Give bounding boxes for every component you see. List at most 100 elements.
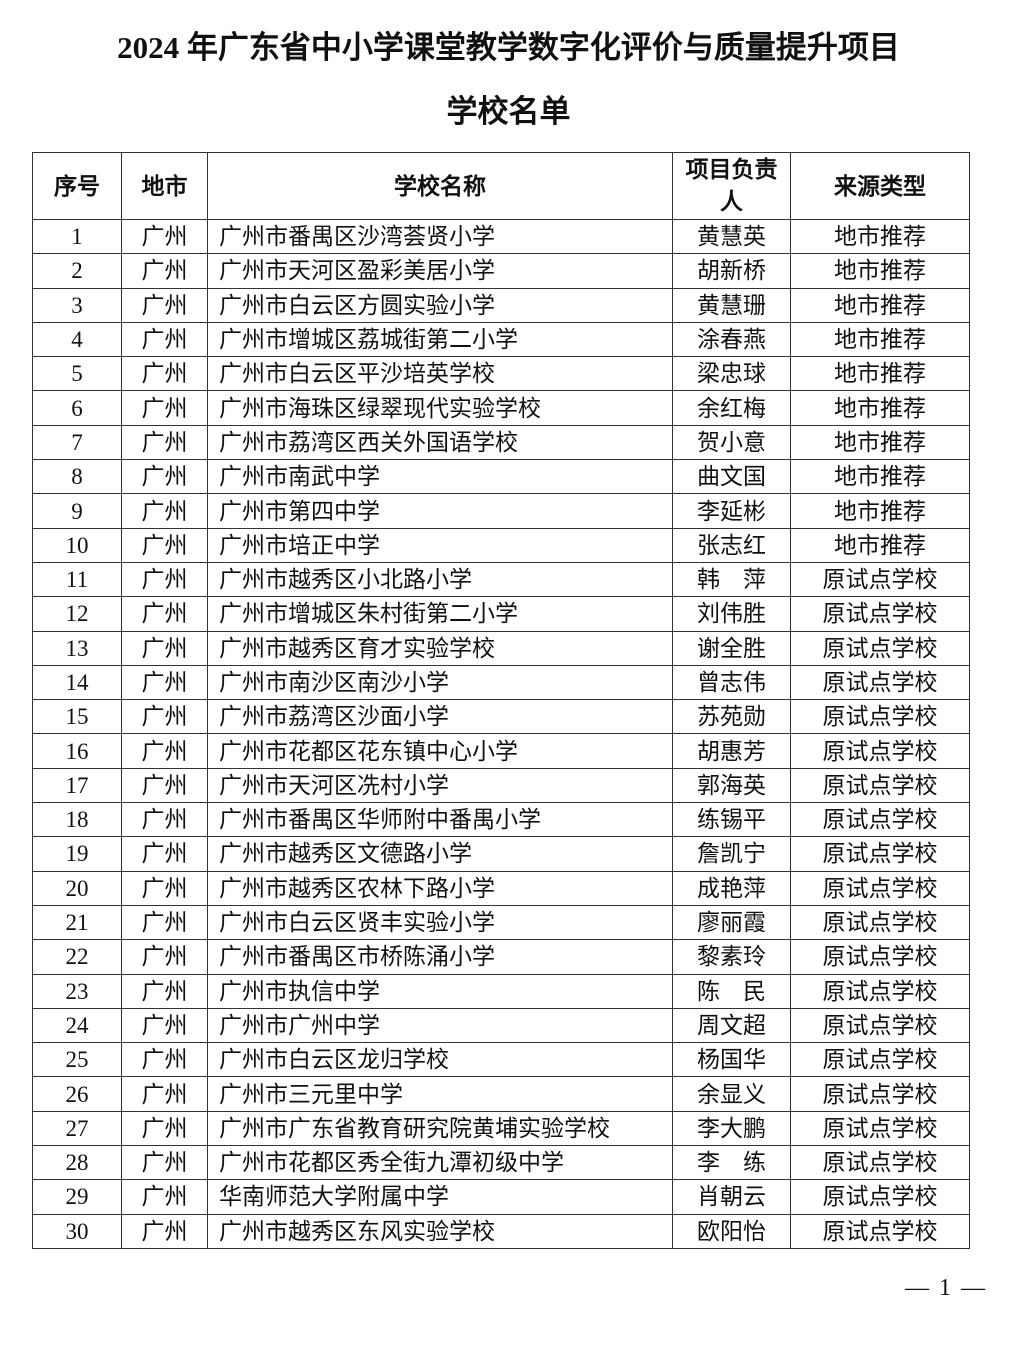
cell-source-type: 原试点学校 [790, 733, 970, 769]
header-index: 序号 [32, 152, 122, 220]
table-row: 9 广州 广州市第四中学 李延彬 地市推荐 [32, 493, 970, 529]
cell-city: 广州 [121, 1007, 208, 1044]
table-row: 22 广州 广州市番禺区市桥陈涌小学 黎素玲 原试点学校 [32, 939, 970, 975]
cell-school-name: 广州市越秀区文德路小学 [207, 836, 673, 872]
header-source-type: 来源类型 [790, 152, 970, 220]
cell-index: 8 [32, 459, 122, 495]
cell-index: 23 [32, 973, 122, 1009]
header-city: 地市 [121, 152, 208, 220]
cell-project-lead: 胡新桥 [672, 253, 791, 289]
table-row: 17 广州 广州市天河区冼村小学 郭海英 原试点学校 [32, 767, 970, 804]
header-school-name: 学校名称 [207, 152, 673, 220]
cell-source-type: 原试点学校 [790, 904, 970, 941]
cell-index: 21 [32, 904, 122, 941]
cell-school-name: 广州市执信中学 [207, 973, 673, 1009]
cell-city: 广州 [121, 1179, 208, 1215]
cell-source-type: 地市推荐 [790, 493, 970, 529]
cell-index: 10 [32, 527, 122, 563]
cell-school-name: 广州市番禺区华师附中番禺小学 [207, 802, 673, 838]
cell-index: 17 [32, 767, 122, 804]
table-row: 5 广州 广州市白云区平沙培英学校 梁忠球 地市推荐 [32, 356, 970, 392]
cell-project-lead: 李大鹏 [672, 1110, 791, 1147]
cell-school-name: 广州市白云区方圆实验小学 [207, 287, 673, 323]
cell-source-type: 地市推荐 [790, 253, 970, 289]
cell-index: 3 [32, 287, 122, 323]
table-row: 14 广州 广州市南沙区南沙小学 曾志伟 原试点学校 [32, 664, 970, 701]
table-row: 20 广州 广州市越秀区农林下路小学 成艳萍 原试点学校 [32, 870, 970, 906]
cell-school-name: 广州市天河区盈彩美居小学 [207, 253, 673, 289]
cell-source-type: 原试点学校 [790, 973, 970, 1009]
cell-source-type: 地市推荐 [790, 218, 970, 255]
cell-project-lead: 成艳萍 [672, 870, 791, 906]
cell-source-type: 地市推荐 [790, 390, 970, 426]
table-row: 30 广州 广州市越秀区东风实验学校 欧阳怡 原试点学校 [32, 1213, 970, 1249]
cell-school-name: 广州市荔湾区西关外国语学校 [207, 424, 673, 461]
table-row: 28 广州 广州市花都区秀全街九潭初级中学李 练原试点学校 [32, 1145, 970, 1181]
cell-school-name: 广州市花都区花东镇中心小学 [207, 733, 673, 769]
cell-school-name: 广州市海珠区绿翠现代实验学校 [207, 390, 673, 426]
table-row: 27 广州 广州市广东省教育研究院黄埔实验学校 李大鹏 原试点学校 [32, 1110, 970, 1147]
cell-source-type: 原试点学校 [790, 699, 970, 735]
cell-project-lead: 韩 萍 [672, 561, 791, 598]
table-row: 15 广州 广州市荔湾区沙面小学 苏苑勋 原试点学校 [32, 699, 970, 735]
cell-index: 12 [32, 596, 122, 632]
table-header-row: 序号 地市 学校名称 项目负责人 来源类型 [32, 152, 970, 220]
cell-index: 13 [32, 630, 122, 666]
cell-project-lead: 练锡平 [672, 802, 791, 838]
cell-city: 广州 [121, 973, 208, 1009]
header-project-lead: 项目负责人 [672, 152, 791, 220]
cell-index: 22 [32, 939, 122, 975]
cell-project-lead: 谢全胜 [672, 630, 791, 666]
cell-city: 广州 [121, 218, 208, 255]
cell-school-name: 广州市番禺区沙湾荟贤小学 [207, 218, 673, 255]
cell-index: 4 [32, 321, 122, 358]
cell-source-type: 地市推荐 [790, 321, 970, 358]
table-row: 2 广州 广州市天河区盈彩美居小学 胡新桥 地市推荐 [32, 253, 970, 289]
cell-city: 广州 [121, 767, 208, 804]
cell-city: 广州 [121, 356, 208, 392]
cell-city: 广州 [121, 699, 208, 735]
cell-index: 7 [32, 424, 122, 461]
cell-city: 广州 [121, 1042, 208, 1078]
cell-index: 1 [32, 218, 122, 255]
school-list-table: 序号 地市 学校名称 项目负责人 来源类型 1 广州 广州市番禺区沙湾荟贤小学 黄慧英… [32, 152, 970, 1249]
cell-source-type: 地市推荐 [790, 459, 970, 495]
cell-school-name: 广州市越秀区育才实验学校 [207, 630, 673, 666]
table-row: 21 广州 广州市白云区贤丰实验小学 廖丽霞 原试点学校 [32, 904, 970, 941]
cell-project-lead: 余显义 [672, 1076, 791, 1112]
cell-school-name: 广州市三元里中学 [207, 1076, 673, 1112]
cell-source-type: 原试点学校 [790, 1042, 970, 1078]
cell-school-name: 广州市南沙区南沙小学 [207, 664, 673, 701]
cell-city: 广州 [121, 527, 208, 563]
cell-source-type: 原试点学校 [790, 1213, 970, 1249]
cell-school-name: 广州市荔湾区沙面小学 [207, 699, 673, 735]
cell-project-lead: 贺小意 [672, 424, 791, 461]
cell-city: 广州 [121, 630, 208, 666]
cell-city: 广州 [121, 253, 208, 289]
cell-school-name: 广州市番禺区市桥陈涌小学 [207, 939, 673, 975]
cell-source-type: 原试点学校 [790, 630, 970, 666]
cell-index: 25 [32, 1042, 122, 1078]
cell-project-lead: 张志红 [672, 527, 791, 563]
cell-school-name: 广州市第四中学 [207, 493, 673, 529]
cell-project-lead: 刘伟胜 [672, 596, 791, 632]
cell-city: 广州 [121, 664, 208, 701]
document-subtitle: 学校名单 [446, 94, 571, 129]
cell-school-name: 广州市越秀区小北路小学 [207, 561, 673, 598]
table-row: 7 广州 广州市荔湾区西关外国语学校 贺小意 地市推荐 [32, 424, 970, 461]
cell-city: 广州 [121, 904, 208, 941]
cell-city: 广州 [121, 939, 208, 975]
cell-project-lead: 胡惠芳 [672, 733, 791, 769]
cell-source-type: 原试点学校 [790, 870, 970, 906]
cell-school-name: 华南师范大学附属中学 [207, 1179, 673, 1215]
cell-city: 广州 [121, 836, 208, 872]
cell-project-lead: 黎素玲 [672, 939, 791, 975]
table-row: 26 广州 广州市三元里中学 余显义 原试点学校 [32, 1076, 970, 1112]
cell-city: 广州 [121, 1076, 208, 1112]
cell-index: 18 [32, 802, 122, 838]
cell-project-lead: 廖丽霞 [672, 904, 791, 941]
cell-project-lead: 李延彬 [672, 493, 791, 529]
table-row: 12 广州 广州市增城区朱村街第二小学 刘伟胜 原试点学校 [32, 596, 970, 632]
cell-city: 广州 [121, 390, 208, 426]
cell-city: 广州 [121, 733, 208, 769]
